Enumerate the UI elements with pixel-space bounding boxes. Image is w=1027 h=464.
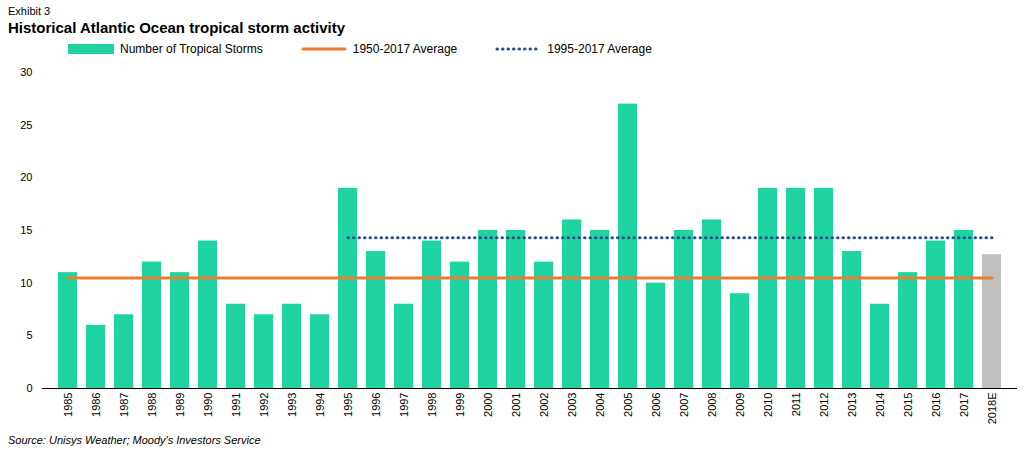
- svg-text:2007: 2007: [678, 393, 690, 417]
- html-text:Exhibit 3: Exhibit 3: [8, 5, 51, 17]
- html-text:Number of Tropical Storms: Number of Tropical Storms: [120, 42, 263, 56]
- svg-text:2006: 2006: [650, 393, 662, 417]
- html-text:Source: Unisys Weather; Moody': Source: Unisys Weather; Moody's Investor…: [8, 434, 261, 446]
- svg-text:1987: 1987: [118, 393, 130, 417]
- svg-text:30: 30: [20, 66, 32, 78]
- svg-text:1997: 1997: [398, 393, 410, 417]
- html-text:1995-2017 Average: 1995-2017 Average: [547, 42, 652, 56]
- svg-text:1985: 1985: [62, 393, 74, 417]
- svg-text:2008: 2008: [706, 393, 718, 417]
- svg-text:2014: 2014: [874, 393, 886, 417]
- svg-text:1996: 1996: [370, 393, 382, 417]
- svg-text:15: 15: [20, 224, 32, 236]
- svg-text:0: 0: [26, 382, 32, 394]
- svg-text:2013: 2013: [846, 393, 858, 417]
- svg-text:1994: 1994: [314, 393, 326, 417]
- svg-text:2017: 2017: [958, 393, 970, 417]
- svg-text:5: 5: [26, 329, 32, 341]
- svg-text:2015: 2015: [902, 393, 914, 417]
- svg-text:25: 25: [20, 119, 32, 131]
- svg-text:1990: 1990: [202, 393, 214, 417]
- svg-text:2009: 2009: [734, 393, 746, 417]
- svg-text:2010: 2010: [762, 393, 774, 417]
- svg-text:1988: 1988: [146, 393, 158, 417]
- svg-text:2011: 2011: [790, 393, 802, 417]
- svg-text:1986: 1986: [90, 393, 102, 417]
- svg-text:20: 20: [20, 171, 32, 183]
- html-text:1950-2017 Average: 1950-2017 Average: [352, 42, 458, 56]
- svg-text:2016: 2016: [930, 393, 942, 417]
- svg-text:2001: 2001: [510, 393, 522, 417]
- svg-text:2000: 2000: [482, 393, 494, 417]
- svg-text:1998: 1998: [426, 393, 438, 417]
- svg-text:2004: 2004: [594, 393, 606, 417]
- svg-text:2005: 2005: [622, 393, 634, 417]
- svg-text:2012: 2012: [818, 393, 830, 417]
- svg-text:1993: 1993: [286, 393, 298, 417]
- svg-text:1991: 1991: [230, 393, 242, 417]
- svg-text:10: 10: [20, 277, 32, 289]
- svg-text:1999: 1999: [454, 393, 466, 417]
- svg-text:2018E: 2018E: [986, 393, 998, 425]
- svg-text:2003: 2003: [566, 393, 578, 417]
- html-text:Historical Atlantic Ocean trop: Historical Atlantic Ocean tropical storm…: [8, 19, 345, 36]
- svg-text:1992: 1992: [258, 393, 270, 417]
- svg-text:1989: 1989: [174, 393, 186, 417]
- svg-text:2002: 2002: [538, 393, 550, 417]
- svg-text:1995: 1995: [342, 393, 354, 417]
